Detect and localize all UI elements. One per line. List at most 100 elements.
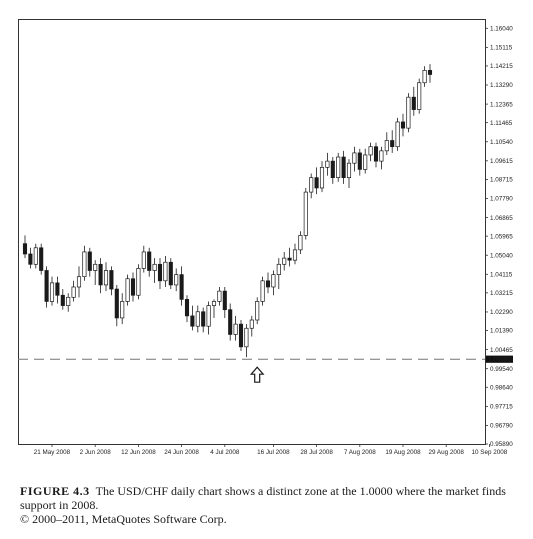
- candle-body: [390, 140, 395, 148]
- x-tick-label: 2 Jun 2008: [80, 449, 112, 456]
- candle-body: [357, 152, 362, 170]
- candle-body: [168, 261, 173, 286]
- y-tick-label: 1.06865: [490, 215, 513, 222]
- candle-body: [314, 177, 319, 189]
- candle: [244, 324, 249, 358]
- candle: [265, 272, 271, 294]
- candle-body: [395, 121, 400, 148]
- candle-body: [400, 121, 406, 129]
- candle: [314, 167, 319, 195]
- candle: [66, 293, 71, 312]
- candle-body: [233, 323, 238, 335]
- candle-body: [22, 243, 28, 255]
- candle: [201, 307, 206, 333]
- candle: [60, 289, 65, 310]
- candle-body: [379, 150, 384, 162]
- x-tick-label: 10 Sep 2008: [472, 449, 508, 456]
- y-tick-label: 0.98640: [490, 384, 513, 391]
- candle: [282, 251, 287, 271]
- candle-body: [71, 286, 76, 298]
- candle-body: [114, 288, 119, 319]
- x-tick-label: 28 Jul 2008: [300, 449, 333, 456]
- candle: [422, 66, 427, 87]
- candle: [217, 286, 222, 306]
- candle-body: [373, 146, 379, 162]
- candle: [28, 247, 33, 269]
- candle: [319, 161, 325, 193]
- candle: [49, 276, 55, 306]
- candle: [271, 270, 276, 296]
- candle-body: [179, 274, 184, 300]
- candle-body: [363, 154, 368, 170]
- y-tick-label: 1.01390: [490, 328, 513, 335]
- candle-body: [384, 140, 389, 152]
- candle: [255, 297, 260, 325]
- x-tick-label: 19 Aug 2008: [385, 449, 421, 456]
- candle-body: [211, 301, 217, 306]
- support-arrow-icon: [249, 366, 265, 383]
- candle-body: [130, 278, 136, 296]
- x-axis: 21 May 2008 2 Jun 2008 12 Jun 2008 24 Jun 2…: [34, 444, 508, 456]
- x-tick-label: 21 May 2008: [34, 449, 71, 456]
- candle: [109, 266, 114, 296]
- candle-body: [66, 296, 71, 306]
- candle-body: [287, 257, 292, 261]
- candle-body: [201, 311, 206, 327]
- candle-body: [303, 191, 308, 236]
- candle: [357, 148, 362, 176]
- candle-body: [98, 263, 103, 286]
- y-tick-label: 1.09615: [490, 158, 513, 165]
- candle: [125, 274, 130, 306]
- caption-text: The USD/CHF daily chart shows a distinct…: [20, 484, 506, 512]
- candle: [98, 258, 103, 294]
- candle: [384, 132, 389, 155]
- y-tick-label: 1.16040: [490, 25, 513, 32]
- candle-body: [271, 274, 276, 288]
- candle: [114, 284, 119, 327]
- support-price-label: 1.00000: [488, 357, 511, 364]
- candle-body: [163, 261, 168, 282]
- candle: [249, 315, 254, 337]
- candle-body: [352, 152, 357, 164]
- candle-body: [28, 253, 33, 265]
- candle: [39, 243, 44, 275]
- candle: [330, 157, 335, 184]
- candle-body: [76, 276, 82, 288]
- y-tick-label: 1.12365: [490, 101, 513, 108]
- candle: [168, 258, 173, 290]
- candle-body: [298, 235, 303, 251]
- candle: [287, 247, 292, 267]
- figure-caption: FIGURE 4.3 The USD/CHF daily chart shows …: [20, 484, 520, 526]
- candle: [400, 113, 406, 137]
- candle-body: [265, 280, 271, 288]
- candle-body: [147, 251, 152, 271]
- candle-body: [93, 263, 98, 271]
- candle: [33, 243, 38, 269]
- candle-body: [87, 251, 92, 271]
- y-tick-label: 1.05040: [490, 252, 513, 259]
- candle-body: [125, 278, 130, 302]
- candle: [298, 231, 303, 254]
- candle: [368, 142, 373, 162]
- candle-body: [49, 282, 55, 302]
- candle: [174, 268, 179, 292]
- candle-body: [190, 315, 195, 327]
- candle-body: [184, 299, 190, 317]
- candle: [341, 150, 346, 184]
- y-tick-label: 0.97715: [490, 404, 513, 411]
- candle: [120, 293, 125, 325]
- x-tick-label: 16 Jul 2008: [257, 449, 290, 456]
- y-tick-label: 1.04115: [490, 272, 513, 279]
- y-axis: 1.16040 1.15115 1.14215 1.13290 1.12365 1.114…: [485, 25, 513, 448]
- figure-label: FIGURE 4.3: [20, 484, 90, 498]
- y-tick-label: 1.02290: [490, 309, 513, 316]
- y-tick-label: 1.07790: [490, 196, 513, 203]
- candle: [211, 299, 217, 318]
- candle-body: [336, 156, 341, 179]
- candle: [190, 305, 195, 331]
- candle: [406, 93, 411, 133]
- candle: [141, 245, 146, 273]
- candle-body: [44, 270, 49, 302]
- candle: [363, 148, 368, 174]
- x-tick-label: 12 Jun 2008: [121, 449, 156, 456]
